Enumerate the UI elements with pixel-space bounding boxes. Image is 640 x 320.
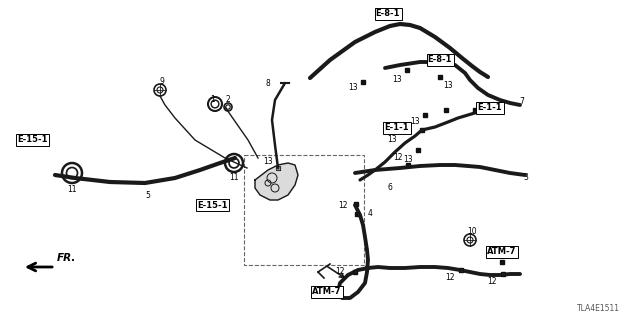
Text: TLA4E1511: TLA4E1511 xyxy=(577,304,620,313)
Text: ATM-7: ATM-7 xyxy=(312,287,342,297)
Text: 12: 12 xyxy=(335,268,345,276)
Text: 13: 13 xyxy=(392,76,402,84)
Text: 10: 10 xyxy=(467,228,477,236)
Polygon shape xyxy=(459,268,463,272)
Text: 13: 13 xyxy=(387,135,397,145)
Text: 13: 13 xyxy=(443,81,453,90)
Polygon shape xyxy=(255,163,298,200)
Polygon shape xyxy=(406,163,410,167)
Polygon shape xyxy=(276,166,280,170)
Text: 13: 13 xyxy=(410,117,420,126)
Text: 5: 5 xyxy=(145,191,150,201)
Text: 13: 13 xyxy=(348,84,358,92)
Text: E-1-1: E-1-1 xyxy=(477,103,502,113)
Polygon shape xyxy=(398,128,402,132)
Text: 11: 11 xyxy=(229,173,239,182)
Text: 4: 4 xyxy=(367,209,372,218)
Text: 12: 12 xyxy=(445,274,455,283)
Text: 11: 11 xyxy=(67,186,77,195)
Text: 2: 2 xyxy=(226,95,230,105)
Text: 8: 8 xyxy=(266,78,270,87)
Text: 12: 12 xyxy=(487,277,497,286)
Polygon shape xyxy=(353,270,357,274)
Text: E-8-1: E-8-1 xyxy=(376,10,400,19)
Polygon shape xyxy=(473,108,477,112)
Polygon shape xyxy=(438,75,442,79)
Text: E-8-1: E-8-1 xyxy=(428,55,452,65)
Text: 12: 12 xyxy=(393,154,403,163)
Polygon shape xyxy=(501,272,505,276)
Text: E-15-1: E-15-1 xyxy=(17,135,47,145)
Polygon shape xyxy=(405,68,409,72)
Text: E-1-1: E-1-1 xyxy=(385,124,410,132)
Text: E-15-1: E-15-1 xyxy=(196,201,227,210)
Polygon shape xyxy=(416,148,420,152)
Polygon shape xyxy=(420,128,424,132)
Text: 7: 7 xyxy=(520,98,524,107)
Polygon shape xyxy=(423,113,427,117)
Text: 9: 9 xyxy=(159,77,164,86)
Bar xyxy=(244,155,364,265)
Polygon shape xyxy=(361,80,365,84)
Text: 13: 13 xyxy=(263,157,273,166)
Polygon shape xyxy=(444,108,448,112)
Polygon shape xyxy=(354,202,358,206)
Text: ATM-7: ATM-7 xyxy=(487,247,516,257)
Text: 3: 3 xyxy=(524,173,529,182)
Text: FR.: FR. xyxy=(57,253,76,263)
Text: 13: 13 xyxy=(403,156,413,164)
Text: 6: 6 xyxy=(388,183,392,193)
Text: 1: 1 xyxy=(211,95,216,105)
Text: 12: 12 xyxy=(339,201,348,210)
Polygon shape xyxy=(355,212,359,216)
Polygon shape xyxy=(500,260,504,264)
